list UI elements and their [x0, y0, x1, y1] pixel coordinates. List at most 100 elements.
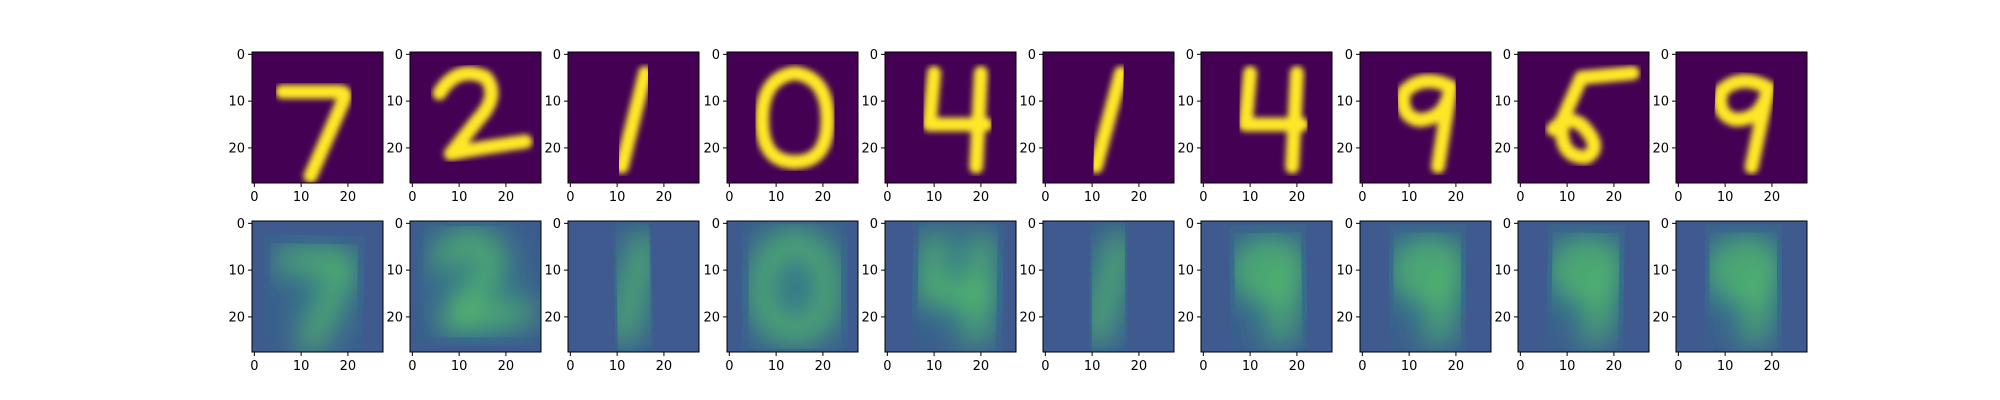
panel-frame: [1359, 51, 1492, 184]
panel-frame: [567, 51, 700, 184]
y-tick-label: 10: [703, 264, 720, 279]
x-tick-label: 10: [1717, 359, 1734, 374]
original-panel-3: 0 10 20 0 10 20: [544, 48, 700, 205]
x-tick-label: 20: [340, 359, 357, 374]
y-tick-label: 0: [395, 217, 403, 232]
x-tick-label: 20: [1131, 190, 1148, 205]
y-tick-label: 0: [553, 48, 561, 63]
y-tick-label: 10: [544, 264, 561, 279]
x-tick-label: 10: [293, 190, 310, 205]
y-tick-label: 20: [1177, 141, 1194, 156]
panel-image: [1043, 221, 1174, 352]
panel-image: [885, 221, 1016, 352]
x-tick-label: 20: [1764, 190, 1781, 205]
panel-frame: [1042, 51, 1175, 184]
digit-0-stroke: [755, 66, 835, 169]
x-tick-label: 20: [973, 190, 990, 205]
x-tick-label: 10: [926, 190, 943, 205]
x-tick-label: 10: [609, 190, 626, 205]
x-tick-label: 20: [656, 190, 673, 205]
panel-frame: [1359, 220, 1492, 353]
y-tick-label: 20: [386, 141, 403, 156]
digit-9-stroke: [1396, 74, 1458, 174]
panel-frame: [567, 220, 700, 353]
y-tick-label: 0: [712, 217, 720, 232]
digit-4-stroke: [1238, 66, 1309, 174]
panel-background: [885, 52, 1016, 183]
panel-image: [1360, 221, 1491, 352]
y-tick-label: 10: [1652, 264, 1669, 279]
y-tick-label: 20: [1019, 141, 1036, 156]
x-tick-label: 20: [1289, 190, 1306, 205]
reconstruction-panel-7: 0 10 20 0 10 20: [1177, 217, 1333, 374]
panel-image: [410, 52, 541, 183]
panel-image: [727, 221, 858, 352]
original-panel-7: 0 10 20 0 10 20: [1177, 48, 1333, 205]
x-tick-label: 20: [815, 190, 832, 205]
x-tick-label: 0: [1358, 359, 1366, 374]
y-tick-label: 0: [1028, 217, 1036, 232]
y-tick-label: 20: [1494, 310, 1511, 325]
y-tick-label: 0: [1661, 217, 1669, 232]
y-tick-label: 10: [544, 95, 561, 110]
panel-frame: [884, 51, 1017, 184]
y-tick-label: 10: [1019, 95, 1036, 110]
y-tick-label: 20: [1652, 141, 1669, 156]
panel-image: [1043, 52, 1174, 183]
x-tick-label: 20: [1606, 190, 1623, 205]
panel-image: [1676, 221, 1807, 352]
reconstruction-panel-6: 0 10 20 0 10 20: [1019, 217, 1175, 374]
y-tick-label: 20: [1177, 310, 1194, 325]
x-tick-label: 20: [498, 359, 515, 374]
digit-2-stroke: [432, 66, 533, 161]
y-tick-label: 20: [544, 141, 561, 156]
x-tick-label: 10: [1401, 359, 1418, 374]
x-tick-label: 0: [1674, 359, 1682, 374]
y-tick-label: 10: [386, 264, 403, 279]
x-tick-label: 10: [1084, 190, 1101, 205]
digit-9-reconstruction: [1554, 242, 1618, 344]
y-tick-label: 0: [1028, 48, 1036, 63]
x-tick-label: 10: [451, 359, 468, 374]
x-tick-label: 10: [768, 359, 785, 374]
x-tick-label: 20: [1131, 359, 1148, 374]
y-tick-label: 20: [1336, 310, 1353, 325]
y-tick-label: 10: [861, 264, 878, 279]
x-tick-label: 10: [768, 190, 785, 205]
x-tick-label: 0: [1199, 359, 1207, 374]
y-tick-label: 10: [228, 95, 245, 110]
original-panel-10: 0 10 20 0 10 20: [1652, 48, 1808, 205]
y-tick-label: 0: [395, 48, 403, 63]
x-tick-label: 20: [1289, 359, 1306, 374]
panel-frame: [1200, 220, 1333, 353]
x-tick-label: 10: [1242, 190, 1259, 205]
reconstruction-panel-1: 0 10 20 0 10 20: [228, 217, 384, 374]
panel-image: [1676, 52, 1807, 183]
panel-frame: [1517, 51, 1650, 184]
panel-image: [1360, 52, 1491, 183]
digit-5-stroke: [1546, 66, 1640, 165]
x-tick-label: 10: [293, 359, 310, 374]
digit-1-stroke: [1088, 66, 1129, 174]
digit-4-stroke: [922, 66, 993, 174]
panel-image: [568, 52, 699, 183]
x-tick-label: 0: [1516, 359, 1524, 374]
y-tick-label: 20: [703, 141, 720, 156]
y-tick-label: 20: [861, 310, 878, 325]
x-tick-label: 0: [883, 190, 891, 205]
reconstruction-panel-5: 0 10 20 0 10 20: [861, 217, 1017, 374]
y-tick-label: 0: [553, 217, 561, 232]
digit-7-stroke: [275, 84, 352, 183]
panel-image: [1518, 52, 1649, 183]
original-panel-8: 0 10 20 0 10 20: [1336, 48, 1492, 205]
y-tick-label: 20: [1336, 141, 1353, 156]
x-tick-label: 10: [1242, 359, 1259, 374]
panel-frame: [726, 220, 859, 353]
y-tick-label: 20: [228, 141, 245, 156]
x-tick-label: 0: [566, 359, 574, 374]
x-tick-label: 10: [1717, 190, 1734, 205]
panel-image: [252, 52, 383, 183]
panel-image: [1201, 221, 1332, 352]
digit-7-reconstruction: [275, 252, 353, 352]
reconstruction-panel-8: 0 10 20 0 10 20: [1336, 217, 1492, 374]
